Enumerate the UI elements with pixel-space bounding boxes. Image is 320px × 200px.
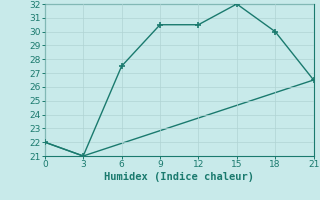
X-axis label: Humidex (Indice chaleur): Humidex (Indice chaleur) [104, 172, 254, 182]
